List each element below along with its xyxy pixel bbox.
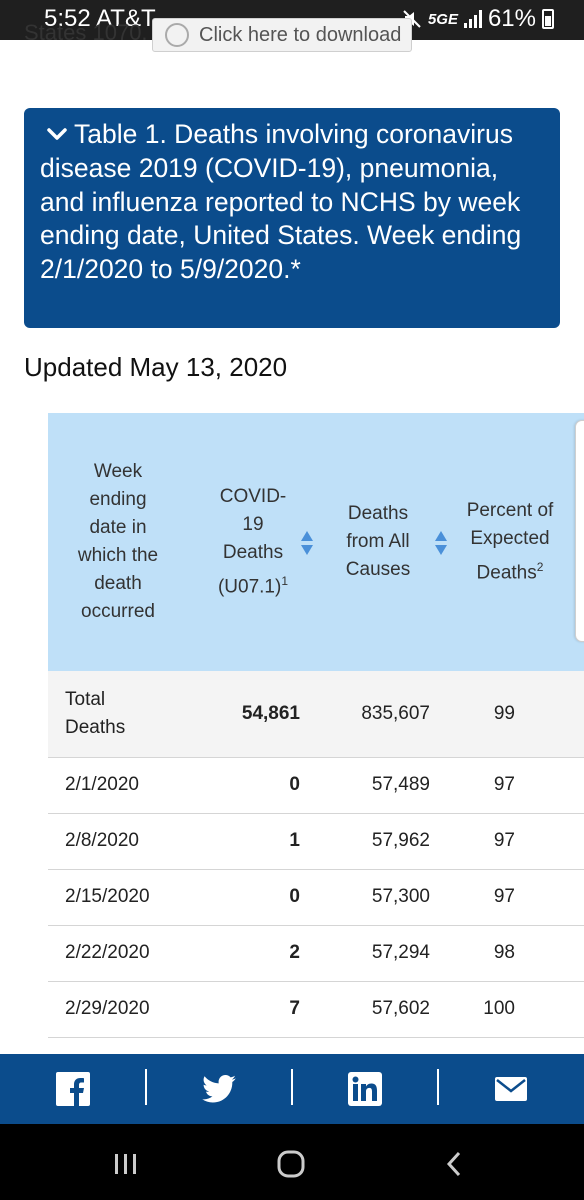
share-facebook-button[interactable] [0,1054,146,1124]
cell-week: 2/8/2020 [48,813,188,870]
cell-all-causes [318,1037,448,1053]
table-row: 2/1/2020 0 57,489 97 [48,757,584,814]
download-button[interactable]: Click here to download [152,18,412,52]
table-row: 2/22/2020 2 57,294 98 [48,925,584,982]
battery-icon [542,9,554,29]
carrier: AT&T [96,5,156,32]
table-accordion-header[interactable]: Table 1. Deaths involving coronavirus di… [24,108,560,328]
share-email-button[interactable] [438,1054,584,1124]
covid-footnote: 1 [281,573,289,588]
cell-week [48,1037,188,1053]
col-header-all-label: Deaths from All Causes [345,503,411,580]
share-twitter-button[interactable] [146,1054,292,1124]
status-time: 5:52 AT&T [44,5,156,33]
download-label: States 1070. [24,20,148,45]
cell-covid: 7 [188,981,318,1038]
share-separator [145,1069,147,1105]
cell-percent: 98 [448,925,584,982]
cell-week: 2/1/2020 [48,757,188,814]
home-icon [277,1150,305,1178]
cell-percent: 97 [448,757,584,814]
twitter-icon [202,1075,236,1103]
percent-footnote: 2 [536,559,544,574]
cell-week: Total Deaths [48,671,188,758]
scrollbar-thumb[interactable] [575,420,584,642]
facebook-icon [56,1072,90,1106]
download-button-label: Click here to download [199,24,402,46]
sort-icon[interactable] [300,530,314,556]
col-header-week: Week ending date in which the death occu… [48,413,188,671]
download-row: States 1070. Click here to download [0,18,584,54]
cell-week: 2/15/2020 [48,869,188,926]
col-header-percent[interactable]: Percent of Expected Deaths2 [448,413,584,671]
accordion-title: Table 1. Deaths involving coronavirus di… [40,119,522,285]
cell-percent: 97 [448,813,584,870]
col-header-covid-label: COVID-19 Deaths (U07.1)1 [213,483,293,601]
cell-week: 2/29/2020 [48,981,188,1038]
table-row [48,1037,584,1053]
cell-percent: 100 [448,981,584,1038]
percent-header-text: Percent of Expected Deaths [466,499,554,584]
covid-header-text: COVID-19 Deaths (U07.1) [217,485,287,598]
deaths-table-container[interactable]: Week ending date in which the death occu… [48,413,584,1053]
deaths-table: Week ending date in which the death occu… [48,413,584,1053]
linkedin-icon [348,1072,382,1106]
col-header-all-causes[interactable]: Deaths from All Causes [318,413,448,671]
home-button[interactable] [261,1144,321,1184]
download-icon [165,23,189,47]
email-icon [495,1077,527,1101]
updated-date: Updated May 13, 2020 [24,352,288,382]
cell-all-causes: 57,602 [318,981,448,1038]
battery-percent: 61% [487,5,536,32]
back-icon [446,1151,461,1177]
total-label: Total Deaths [65,688,126,738]
cell-percent: 99 [448,671,584,758]
table-row: 2/29/2020 7 57,602 100 [48,981,584,1038]
col-header-covid[interactable]: COVID-19 Deaths (U07.1)1 [188,413,318,671]
signal-icon [463,10,482,28]
cell-percent: 97 [448,869,584,926]
cell-all-causes: 835,607 [318,671,448,758]
col-header-percent-label: Percent of Expected Deaths2 [460,497,560,587]
cell-covid: 54,861 [188,671,318,758]
cell-all-causes: 57,294 [318,925,448,982]
cell-covid [188,1037,318,1053]
cell-covid: 0 [188,757,318,814]
cell-covid: 2 [188,925,318,982]
sort-icon[interactable] [434,530,448,556]
cell-covid: 0 [188,869,318,926]
cell-all-causes: 57,300 [318,869,448,926]
cell-all-causes: 57,962 [318,813,448,870]
system-nav-bar [0,1124,584,1200]
share-bar [0,1054,584,1124]
back-button[interactable] [424,1144,484,1184]
cell-percent [448,1037,584,1053]
share-separator [291,1069,293,1105]
table-header-row: Week ending date in which the death occu… [48,413,584,671]
recent-apps-button[interactable] [96,1144,156,1184]
table-row: 2/8/2020 1 57,962 97 [48,813,584,870]
status-icons: 5GE 61% [402,5,554,33]
network-type: 5GE [427,10,458,28]
table-row: 2/15/2020 0 57,300 97 [48,869,584,926]
cell-week: 2/22/2020 [48,925,188,982]
table-row-total: Total Deaths 54,861 835,607 99 [48,671,584,758]
cell-covid: 1 [188,813,318,870]
share-separator [437,1069,439,1105]
clock: 5:52 [44,5,91,32]
col-header-week-label: Week ending date in which the death occu… [77,461,159,622]
share-linkedin-button[interactable] [292,1054,438,1124]
chevron-down-icon [47,128,67,140]
cell-all-causes: 57,489 [318,757,448,814]
recent-apps-icon [115,1154,136,1174]
